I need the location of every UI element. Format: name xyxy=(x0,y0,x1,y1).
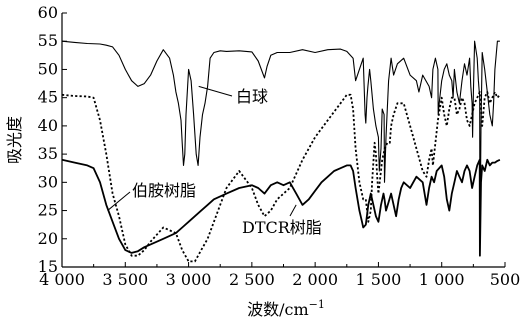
x-tick-label: 2 000 xyxy=(292,270,338,289)
annotation-leader xyxy=(198,85,233,97)
y-tick-label: 40 xyxy=(38,116,58,135)
annotation-label: 伯胺树脂 xyxy=(132,181,196,200)
y-tick-label: 35 xyxy=(38,144,58,163)
y-tick-label: 50 xyxy=(38,59,58,78)
x-tick-label: 2 500 xyxy=(229,270,275,289)
x-tick-label: 4 000 xyxy=(39,270,85,289)
x-tick-label: 500 xyxy=(490,270,521,289)
x-tick-label: 3 500 xyxy=(102,270,148,289)
y-tick-label: 30 xyxy=(38,172,58,191)
y-tick-label: 20 xyxy=(38,229,58,248)
series-line-2 xyxy=(61,91,501,263)
x-tick-label: 3 000 xyxy=(166,270,212,289)
annotation-leader xyxy=(289,204,297,217)
annotation-label: 白球 xyxy=(236,87,268,106)
y-tick-label: 15 xyxy=(38,257,58,276)
series-line-1 xyxy=(61,40,500,251)
series-line-3 xyxy=(61,158,501,257)
y-tick-label: 60 xyxy=(38,3,58,22)
x-axis-title-superscript: −1 xyxy=(309,298,325,311)
y-tick-label: 55 xyxy=(38,31,58,50)
annotation-label: DTCR树脂 xyxy=(242,218,322,237)
x-tick-label: 1 500 xyxy=(356,270,402,289)
series-layer xyxy=(61,40,501,263)
y-axis-title: 吸光度 xyxy=(5,116,24,164)
y-tick-label: 45 xyxy=(38,88,58,107)
ticks-layer: 4 000 3 500 3 000 2 500 2 000 1 500 1 000 500 15… xyxy=(38,3,521,289)
x-axis-title-main: 波数/cm xyxy=(247,300,309,319)
y-tick-label: 25 xyxy=(38,201,58,220)
x-tick-label: 1 000 xyxy=(419,270,465,289)
annotation-leader xyxy=(107,191,131,211)
x-axis-title: 波数/cm−1 xyxy=(247,298,325,319)
